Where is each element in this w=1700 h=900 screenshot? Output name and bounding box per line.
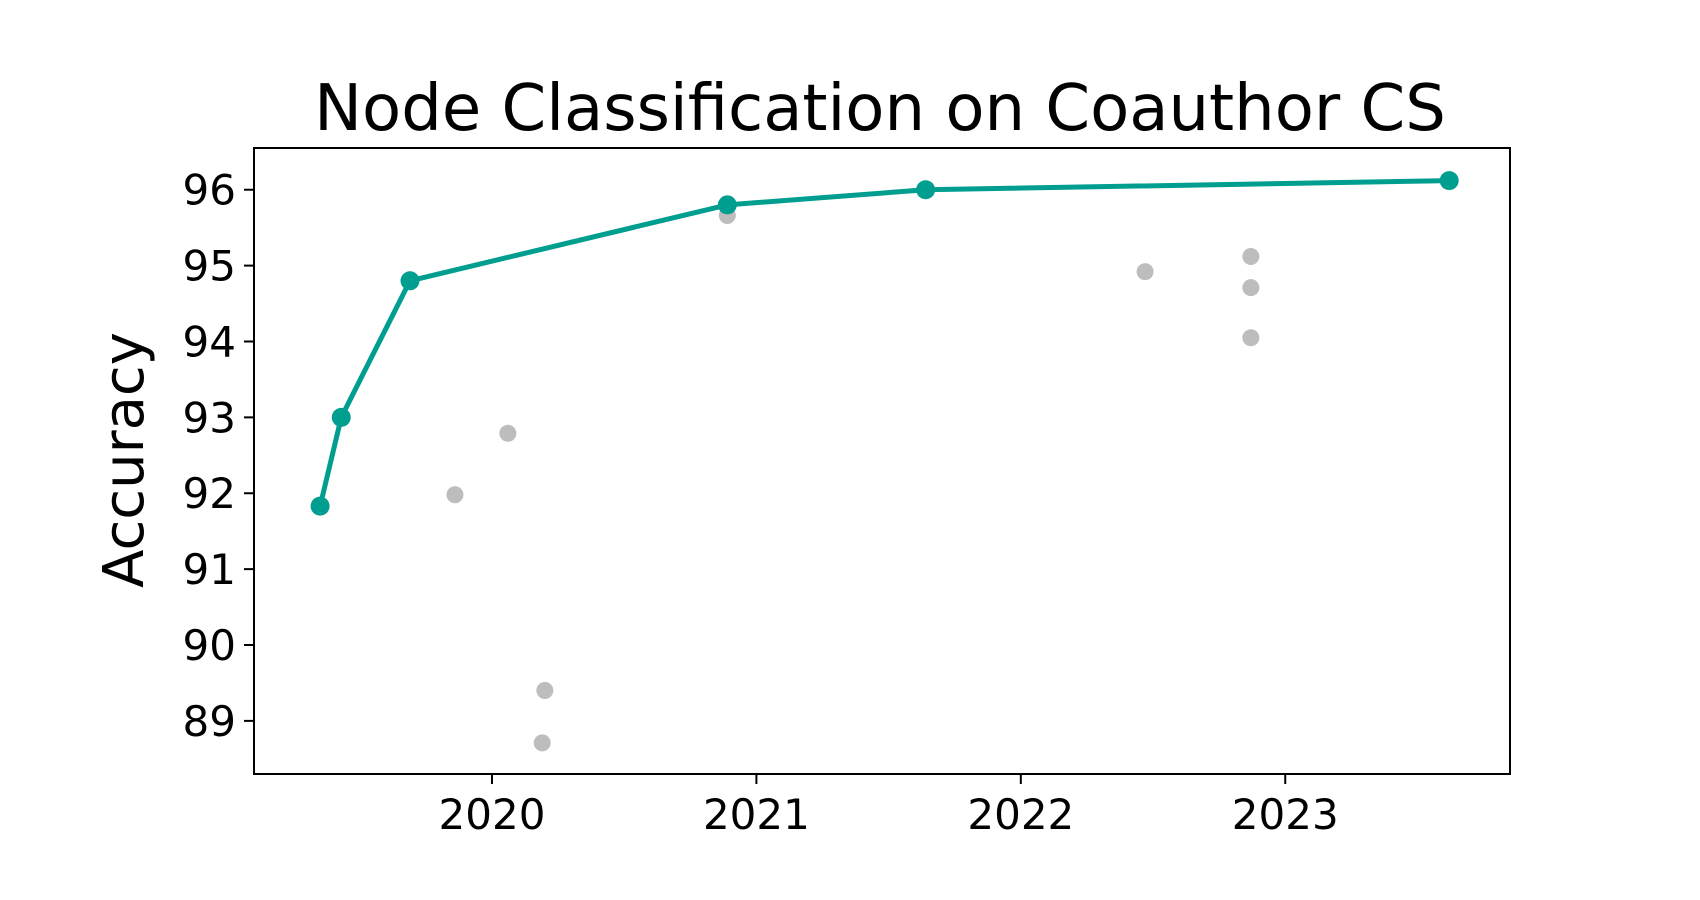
y-tick-label: 95	[183, 242, 236, 291]
scatter-point	[446, 486, 464, 504]
chart-title: Node Classification on Coauthor CS	[314, 72, 1446, 146]
scatter-point	[1242, 279, 1260, 297]
line-point	[310, 496, 330, 516]
line-point	[717, 195, 737, 215]
line-series	[310, 171, 1459, 516]
x-axis: 2020 2021 2022 2023	[439, 774, 1339, 839]
line-point	[331, 407, 351, 427]
scatter-point	[533, 734, 551, 752]
scatter-series	[446, 207, 1260, 752]
y-tick-label: 90	[183, 621, 236, 670]
line-point	[400, 271, 420, 291]
x-tick-label: 2022	[967, 790, 1074, 839]
y-axis: 89 90 91 92 93 94 95 96	[183, 166, 254, 746]
y-axis-label: Accuracy	[92, 332, 157, 588]
plot-area	[253, 147, 1511, 775]
scatter-point	[1242, 329, 1260, 347]
scatter-point	[1242, 248, 1260, 266]
x-tick-label: 2023	[1232, 790, 1339, 839]
series-line	[317, 178, 1450, 507]
y-tick-label: 93	[183, 393, 236, 442]
line-point	[1439, 171, 1459, 191]
y-tick-label: 91	[183, 545, 236, 594]
scatter-point	[536, 682, 554, 700]
line-point	[916, 180, 936, 200]
y-tick-label: 94	[183, 317, 236, 366]
y-tick-label: 96	[183, 166, 236, 215]
scatter-point	[499, 424, 517, 442]
y-tick-label: 89	[183, 697, 236, 746]
scatter-point	[1136, 263, 1154, 281]
x-tick-label: 2020	[439, 790, 546, 839]
y-tick-label: 92	[183, 469, 236, 518]
x-tick-label: 2021	[703, 790, 810, 839]
